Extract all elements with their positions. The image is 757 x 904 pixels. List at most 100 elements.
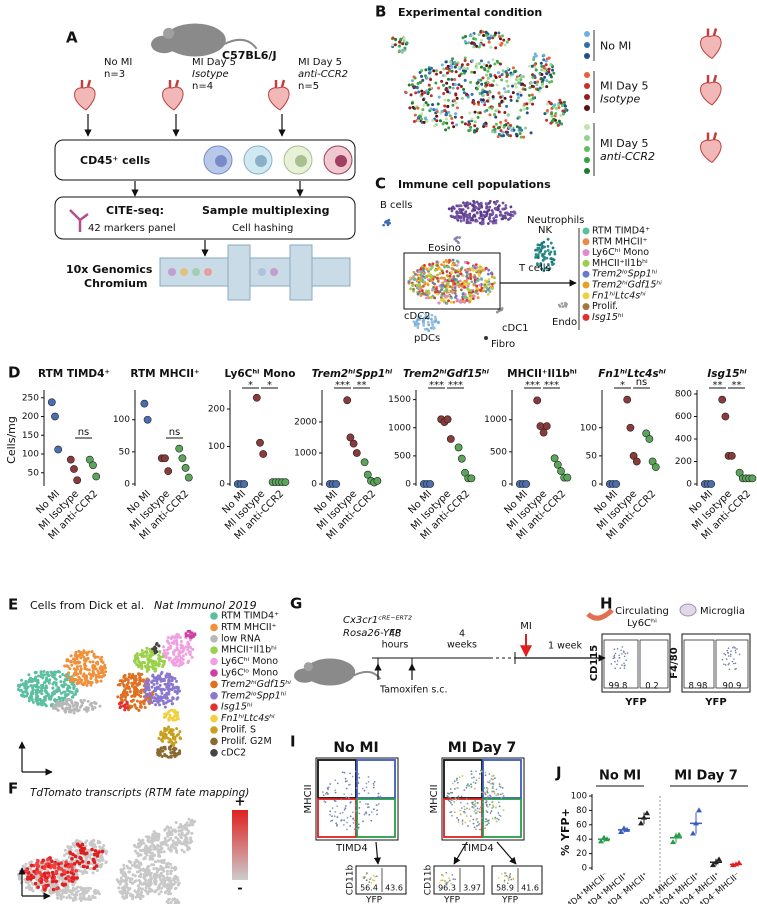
cell-dot [175,637,178,640]
cell-dot [68,851,72,855]
cell-dot [421,108,424,111]
cell-dot [93,653,96,656]
cell-dot [162,645,165,648]
label: RTM TIMD4⁺ [38,368,110,380]
cell-dot [130,677,133,680]
cell-dot [447,126,450,129]
cell-dot [174,747,177,750]
cell-dot [621,664,623,666]
cell-dot [56,897,59,900]
cell-dot [435,73,438,76]
cell-dot [562,113,565,116]
cell-dot [70,848,73,851]
cell-dot [368,781,370,783]
cell-dot [158,860,161,863]
cell-dot [149,845,152,848]
cell-dot [481,791,483,793]
cell-dot [554,112,557,115]
cell-dot [159,688,162,691]
cell-dot [475,828,477,830]
cell-dot [478,824,480,826]
cell-dot [179,737,182,740]
cell-dot [455,123,458,126]
cell-dot [62,896,65,899]
cell-dot [156,868,159,871]
panel-label: E [8,596,18,614]
cell-dot [458,819,460,821]
cell-dot [479,212,482,215]
droplet [204,268,212,276]
cell-dot [487,806,489,808]
cell-dot [418,270,421,273]
cell-dot [340,799,342,801]
cell-dot [373,783,375,785]
label: No MI [333,740,378,756]
cell-dot [358,807,360,809]
cell-dot [91,705,94,708]
cell-dot [366,880,368,882]
cell-dot [79,893,82,896]
cell-dot [355,805,357,807]
cell-dot [128,673,131,676]
cell-dot [82,850,86,854]
cell-dot [431,320,434,323]
cell-dot [73,894,76,897]
cell-dot [483,787,485,789]
cell-dot [151,675,154,678]
cell-dot [728,655,730,657]
cell-dot [615,653,617,655]
cell-dot [83,659,86,662]
cell-dot [344,809,346,811]
cell-dot [424,116,427,119]
cell-dot [560,102,563,105]
cell-dot [545,257,548,260]
cell-dot [484,821,486,823]
cell-dot [189,836,192,839]
cell-dot [503,111,506,114]
cell-dot [489,64,492,67]
cell-dot [57,704,60,707]
cell-dot [505,131,508,134]
cell-dot [408,83,411,86]
cell-dot [495,76,498,79]
cell-dot [74,898,77,901]
cell-dot [358,823,360,825]
cell-dot [482,43,485,46]
cell-dot [496,60,499,63]
cell-dot [171,641,174,644]
heart-icon [701,82,722,105]
arrow [376,842,378,864]
cell-dot [323,794,325,796]
cell-dot [424,68,427,71]
cell-dot [611,663,613,665]
cell-dot [620,649,622,651]
cell-dot [151,686,154,689]
cell-dot [492,806,494,808]
cell-dot [499,806,501,808]
cell-dot [69,660,72,663]
cell-dot [733,658,735,660]
label: Cells/mg [5,416,18,464]
cell-dot [494,208,497,211]
cell-dot [482,214,485,217]
cell-dot [447,299,450,302]
label: Ly6Cʰⁱ Mono [221,656,278,667]
cell-dot [401,42,404,45]
cell-dot [462,775,464,777]
label: CD11b [346,865,356,896]
cell-dot [519,132,522,135]
cell-dot [53,883,56,886]
cell-dot [486,206,489,209]
cell-dot [58,697,61,700]
label: MI [520,621,532,632]
cell-dot [487,61,490,64]
cell-dot [45,679,48,682]
cell-dot [177,830,180,833]
cell-dot [55,887,59,891]
cell-dot [402,40,405,43]
cell-dot [422,322,425,325]
cell-dot [159,753,162,756]
cell-dot [454,269,457,272]
cell-dot [148,658,151,661]
cell-dot [176,714,179,717]
